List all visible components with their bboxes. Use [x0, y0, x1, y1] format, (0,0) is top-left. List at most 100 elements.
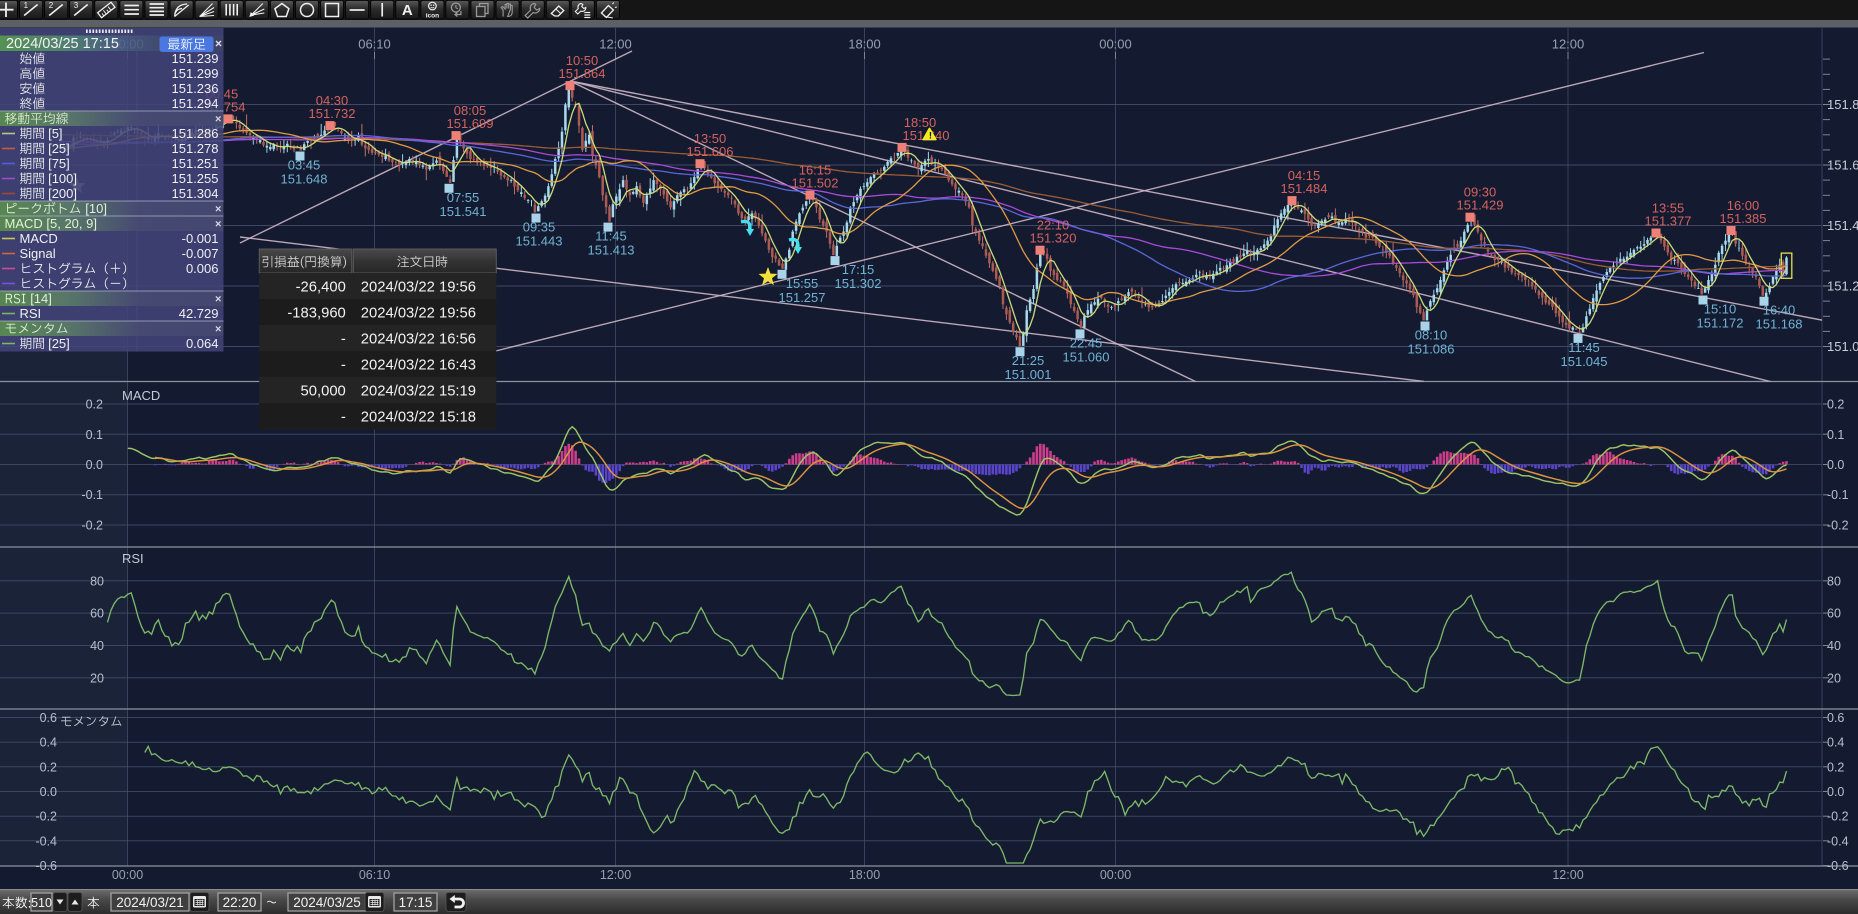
- svg-text:08:05: 08:05: [454, 103, 487, 118]
- svg-text:17:15: 17:15: [842, 262, 875, 277]
- svg-text:00:00: 00:00: [1100, 868, 1131, 882]
- svg-text:151.443: 151.443: [516, 234, 563, 249]
- svg-text:-0.4: -0.4: [1827, 834, 1849, 848]
- svg-text:151.4: 151.4: [1827, 218, 1858, 233]
- svg-text:11:45: 11:45: [595, 229, 627, 244]
- svg-text:151.236: 151.236: [172, 81, 219, 96]
- svg-text:2024/03/22 15:19: 2024/03/22 15:19: [361, 384, 476, 400]
- svg-text:40: 40: [90, 639, 104, 653]
- svg-text:16:00: 16:00: [1727, 198, 1760, 213]
- svg-text:×: ×: [215, 219, 221, 231]
- svg-text:0.0: 0.0: [1827, 458, 1844, 472]
- svg-text:[10]: [10]: [85, 201, 107, 216]
- svg-text:151.302: 151.302: [835, 276, 882, 291]
- svg-text:×: ×: [215, 324, 221, 336]
- svg-text:-0.6: -0.6: [35, 859, 57, 873]
- svg-text:11:45: 11:45: [1568, 340, 1600, 355]
- svg-text:Signal: Signal: [20, 246, 56, 261]
- svg-text:12:00: 12:00: [1552, 868, 1583, 882]
- svg-text:[25]: [25]: [48, 336, 70, 351]
- svg-text:09:30: 09:30: [1464, 185, 1497, 200]
- svg-text:151.429: 151.429: [1457, 198, 1504, 213]
- svg-text:60: 60: [1827, 607, 1841, 621]
- svg-text:!: !: [929, 130, 932, 141]
- svg-text:[14]: [14]: [30, 291, 52, 306]
- svg-text:0.2: 0.2: [86, 398, 103, 412]
- svg-text:1: 1: [24, 1, 29, 10]
- svg-text:-0.6: -0.6: [1827, 859, 1849, 873]
- svg-text:151.699: 151.699: [447, 116, 494, 131]
- svg-text:10:50: 10:50: [566, 53, 599, 68]
- svg-text:MACD [5, 20, 9]: MACD [5, 20, 9]: [5, 216, 97, 231]
- svg-text:04:30: 04:30: [316, 93, 349, 108]
- svg-text:18:00: 18:00: [849, 868, 880, 882]
- svg-text:×: ×: [215, 204, 221, 216]
- svg-text:-0.2: -0.2: [35, 810, 57, 824]
- svg-text:80: 80: [90, 574, 104, 588]
- svg-text:151.286: 151.286: [172, 126, 219, 141]
- svg-text:[200]: [200]: [48, 186, 77, 201]
- svg-text:06:10: 06:10: [359, 868, 390, 882]
- svg-text:151.2: 151.2: [1827, 279, 1858, 294]
- svg-text:-0.2: -0.2: [1827, 519, 1849, 533]
- svg-text:2024/03/22 15:18: 2024/03/22 15:18: [361, 410, 476, 426]
- svg-text:510: 510: [31, 896, 52, 910]
- svg-text:0.0: 0.0: [1827, 785, 1844, 799]
- svg-text:151.541: 151.541: [440, 204, 487, 219]
- svg-text:0.6: 0.6: [40, 711, 57, 725]
- svg-text:17:15: 17:15: [399, 895, 433, 910]
- svg-text:RSI: RSI: [20, 306, 42, 321]
- svg-text:151.172: 151.172: [1697, 316, 1744, 331]
- svg-text:151.294: 151.294: [172, 96, 219, 111]
- svg-text:[25]: [25]: [48, 141, 70, 156]
- svg-text:00:00: 00:00: [112, 868, 143, 882]
- svg-text:151.304: 151.304: [172, 186, 219, 201]
- svg-text:151.320: 151.320: [1030, 231, 1077, 246]
- svg-text:50,000: 50,000: [301, 384, 346, 400]
- svg-text:RSI: RSI: [122, 551, 144, 566]
- svg-text:151.086: 151.086: [1408, 342, 1455, 357]
- svg-text:0.0: 0.0: [86, 458, 103, 472]
- svg-text:151.377: 151.377: [1645, 214, 1692, 229]
- svg-text:[75]: [75]: [48, 156, 70, 171]
- svg-text:-0.4: -0.4: [35, 834, 57, 848]
- svg-text:18:50: 18:50: [904, 115, 937, 130]
- svg-text:2024/03/22 16:43: 2024/03/22 16:43: [361, 358, 476, 374]
- svg-text:×: ×: [215, 294, 221, 306]
- svg-text:icon: icon: [426, 13, 439, 20]
- svg-text:15:55: 15:55: [786, 276, 819, 291]
- svg-text:21:25: 21:25: [1012, 353, 1045, 368]
- svg-text:151.251: 151.251: [172, 156, 219, 171]
- svg-text:12:00: 12:00: [600, 868, 631, 882]
- svg-text:0.064: 0.064: [186, 336, 219, 351]
- svg-text:06:10: 06:10: [358, 37, 391, 52]
- svg-text:151.168: 151.168: [1756, 317, 1803, 332]
- svg-text:×: ×: [215, 37, 222, 51]
- svg-text:A: A: [402, 2, 413, 19]
- svg-text:[5]: [5]: [48, 126, 62, 141]
- svg-text:151.001: 151.001: [1005, 367, 1052, 382]
- svg-text:22:20: 22:20: [223, 895, 257, 910]
- svg-text:0.2: 0.2: [40, 760, 57, 774]
- svg-text:09:35: 09:35: [523, 220, 556, 235]
- svg-text:2024/03/21: 2024/03/21: [116, 895, 184, 910]
- svg-text:151.6: 151.6: [1827, 158, 1858, 173]
- svg-text:15:10: 15:10: [1704, 302, 1737, 317]
- svg-text:151.299: 151.299: [172, 66, 219, 81]
- svg-text:0.006: 0.006: [186, 261, 219, 276]
- svg-text:0.2: 0.2: [1827, 398, 1844, 412]
- svg-text:03:45: 03:45: [288, 158, 321, 173]
- svg-text:22:45: 22:45: [1070, 335, 1103, 350]
- svg-text:151.502: 151.502: [792, 176, 839, 191]
- svg-text:18:00: 18:00: [848, 37, 881, 52]
- svg-text:×: ×: [215, 114, 221, 126]
- svg-text:16:15: 16:15: [799, 163, 832, 178]
- svg-text:151.606: 151.606: [687, 144, 734, 159]
- svg-text:MACD: MACD: [122, 388, 160, 403]
- svg-text:13:50: 13:50: [694, 131, 727, 146]
- svg-text:2024/03/25 17:15: 2024/03/25 17:15: [6, 36, 119, 52]
- svg-text:151.8: 151.8: [1827, 97, 1858, 112]
- svg-text:-0.2: -0.2: [81, 519, 103, 533]
- svg-text:151.239: 151.239: [172, 51, 219, 66]
- svg-text:151.255: 151.255: [172, 171, 219, 186]
